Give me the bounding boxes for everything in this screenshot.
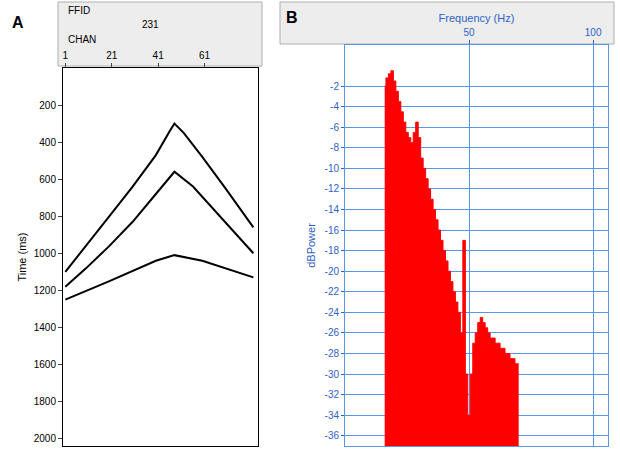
svg-text:-32: -32 [325,389,340,400]
svg-text:-28: -28 [325,348,340,359]
svg-text:1800: 1800 [34,396,57,407]
svg-text:-34: -34 [325,410,340,421]
svg-text:-12: -12 [325,183,340,194]
svg-text:1: 1 [63,50,69,61]
svg-text:-24: -24 [325,307,340,318]
svg-text:61: 61 [199,50,211,61]
svg-text:400: 400 [39,137,56,148]
svg-text:CHAN: CHAN [68,34,96,45]
svg-text:200: 200 [39,100,56,111]
svg-text:-4: -4 [330,101,339,112]
svg-text:41: 41 [153,50,165,61]
svg-text:231: 231 [142,19,159,30]
svg-text:-14: -14 [325,204,340,215]
svg-text:Frequency (Hz): Frequency (Hz) [439,12,515,24]
svg-text:800: 800 [39,211,56,222]
svg-text:1400: 1400 [34,322,57,333]
svg-text:-6: -6 [330,122,339,133]
svg-text:-36: -36 [325,430,340,441]
svg-text:1600: 1600 [34,359,57,370]
svg-text:-26: -26 [325,327,340,338]
svg-text:-2: -2 [330,81,339,92]
svg-text:-8: -8 [330,142,339,153]
svg-text:-20: -20 [325,266,340,277]
svg-text:600: 600 [39,174,56,185]
svg-text:50: 50 [463,27,475,38]
svg-text:Time (ms): Time (ms) [16,232,28,281]
svg-text:-10: -10 [325,163,340,174]
svg-text:1000: 1000 [34,248,57,259]
svg-text:A: A [12,14,24,31]
svg-text:-18: -18 [325,245,340,256]
svg-text:-16: -16 [325,225,340,236]
svg-text:21: 21 [106,50,118,61]
svg-text:FFID: FFID [68,5,90,16]
svg-text:100: 100 [585,27,602,38]
svg-text:1200: 1200 [34,285,57,296]
svg-text:-30: -30 [325,369,340,380]
svg-text:-22: -22 [325,286,340,297]
svg-text:2000: 2000 [34,433,57,444]
svg-text:B: B [286,9,298,26]
svg-text:dBPower: dBPower [305,223,317,268]
